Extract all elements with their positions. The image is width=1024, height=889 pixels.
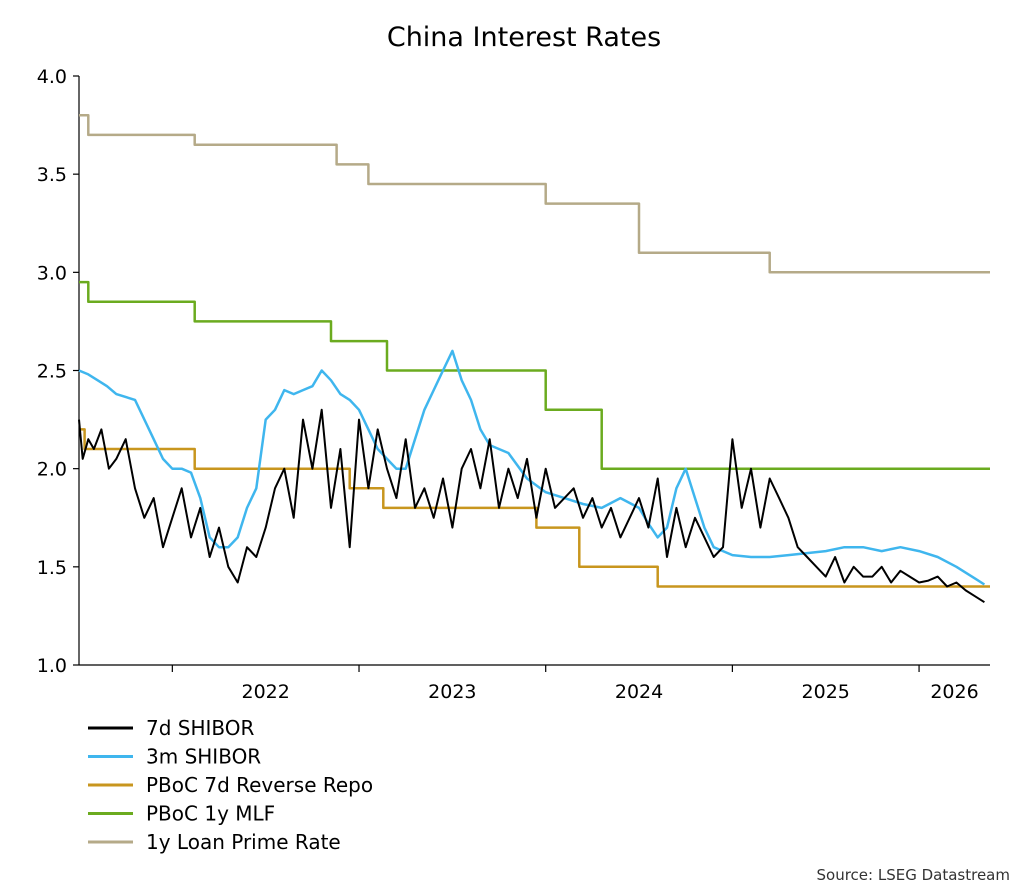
y-tick-label: 1.5 [37, 557, 67, 579]
y-tick-label: 3.0 [37, 262, 67, 284]
y-tick-label: 3.5 [37, 164, 67, 186]
y-tick-label: 1.0 [37, 655, 67, 677]
series-line-pboc-7d-reverse-repo [79, 428, 990, 588]
legend-label: PBoC 1y MLF [146, 802, 275, 826]
source-note: Source: LSEG Datastream [817, 866, 1010, 884]
x-tick-label: 2024 [615, 681, 663, 703]
series-line-1y-loan-prime-rate [79, 114, 990, 274]
y-tick-label: 4.0 [37, 66, 67, 88]
x-tick-label: 2025 [802, 681, 850, 703]
legend-label: 1y Loan Prime Rate [146, 830, 341, 854]
chart-title: China Interest Rates [387, 22, 661, 53]
legend-label: 3m SHIBOR [146, 745, 261, 769]
legend: 7d SHIBOR 3m SHIBOR PBoC 7d Reverse Repo PB… [88, 716, 373, 854]
series-line-3m-shibor [78, 349, 986, 586]
axes: 1.0 1.5 2.0 2.5 3.0 3.5 4.0 2022 2023 2024 2025 202… [37, 66, 990, 703]
legend-label: PBoC 7d Reverse Repo [146, 773, 373, 797]
series-line-pboc-1y-mlf [79, 280, 990, 470]
plot-lines [78, 114, 990, 604]
x-tick-label: 2026 [930, 681, 978, 703]
legend-label: 7d SHIBOR [146, 716, 255, 740]
x-tick-label: 2023 [428, 681, 476, 703]
x-tick-label: 2022 [242, 681, 290, 703]
series-line-7d-shibor [78, 408, 985, 604]
y-tick-label: 2.5 [37, 361, 67, 383]
y-tick-label: 2.0 [37, 459, 67, 481]
